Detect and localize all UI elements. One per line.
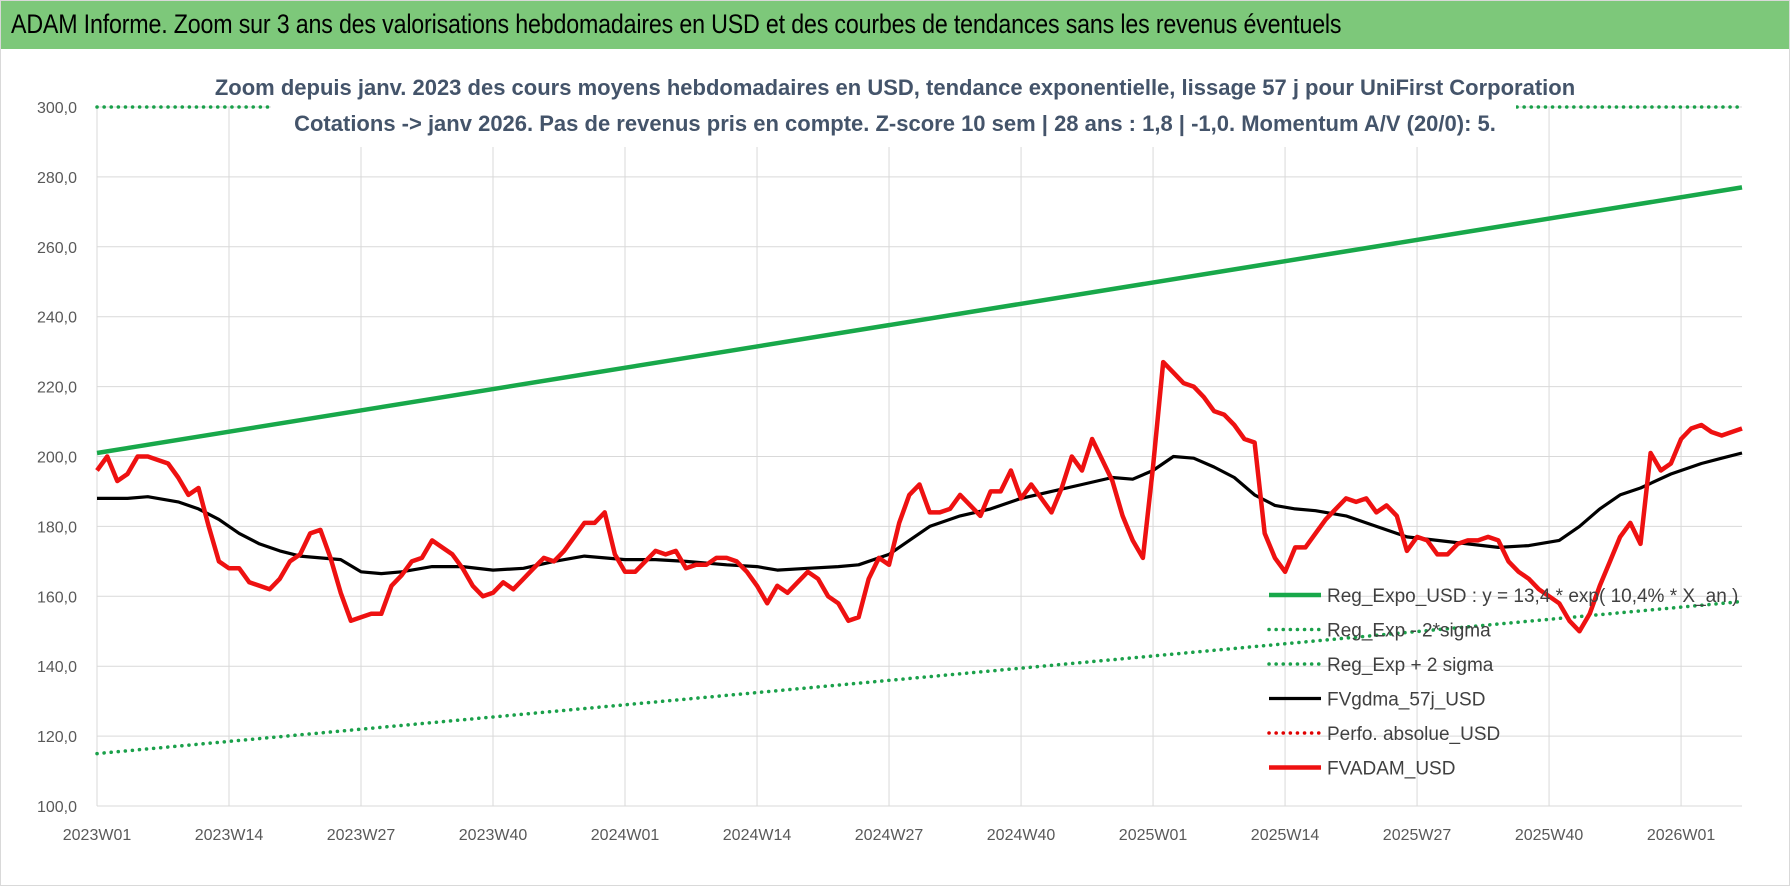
x-tick-label: 2025W40 [1515, 827, 1584, 844]
legend-label: Perfo. absolue_USD [1327, 724, 1500, 745]
x-tick-label: 2024W14 [723, 827, 792, 844]
series-line-5 [95, 359, 1743, 634]
x-tick-label: 2025W27 [1383, 827, 1452, 844]
x-tick-label: 2026W01 [1647, 827, 1716, 844]
x-tick-label: 2023W14 [195, 827, 264, 844]
series-line-1 [95, 599, 1744, 756]
chart-subtitle-line: Zoom depuis janv. 2023 des cours moyens … [215, 75, 1575, 100]
y-tick-label: 200,0 [37, 450, 77, 467]
x-tick-label: 2025W14 [1251, 827, 1320, 844]
y-tick-label: 180,0 [37, 519, 77, 536]
subtitle-backdrop [271, 65, 1516, 147]
y-tick-label: 280,0 [37, 170, 77, 187]
chart-subtitle-line: Cotations -> janv 2026. Pas de revenus p… [294, 111, 1496, 136]
title-banner: ADAM Informe. Zoom sur 3 ans des valoris… [1, 1, 1789, 49]
report-title: ADAM Informe. Zoom sur 3 ans des valoris… [11, 9, 1342, 39]
x-tick-label: 2024W40 [987, 827, 1056, 844]
x-tick-label: 2023W27 [327, 827, 396, 844]
y-tick-label: 240,0 [37, 310, 77, 327]
series-line-0 [96, 185, 1743, 456]
y-tick-label: 260,0 [37, 240, 77, 257]
y-tick-label: 300,0 [37, 100, 77, 117]
legend-label: FVgdma_57j_USD [1327, 690, 1485, 711]
legend-label: Reg_Exp - 2*sigma [1327, 621, 1491, 642]
x-tick-label: 2023W01 [63, 827, 132, 844]
y-tick-label: 160,0 [37, 589, 77, 606]
y-tick-label: 120,0 [37, 729, 77, 746]
y-tick-label: 100,0 [37, 799, 77, 816]
legend-label: FVADAM_USD [1327, 759, 1455, 780]
legend-label: Reg_Expo_USD : y = 13,4 * exp( 10,4% * X… [1327, 586, 1738, 607]
x-tick-label: 2024W27 [855, 827, 924, 844]
x-tick-label: 2023W40 [459, 827, 528, 844]
legend-label: Reg_Exp + 2 sigma [1327, 655, 1494, 676]
x-tick-label: 2025W01 [1119, 827, 1188, 844]
x-tick-label: 2024W01 [591, 827, 660, 844]
y-tick-label: 220,0 [37, 380, 77, 397]
y-tick-label: 140,0 [37, 659, 77, 676]
series-line-3 [97, 451, 1743, 576]
